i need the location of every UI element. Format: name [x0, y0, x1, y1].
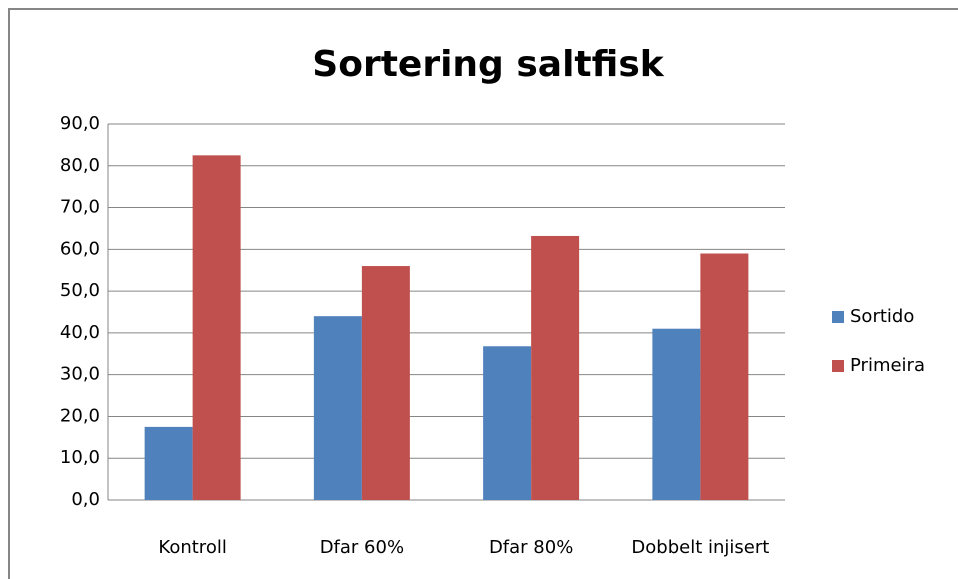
bar	[652, 328, 701, 500]
y-tick-label: 50,0	[60, 280, 100, 301]
bar	[144, 426, 193, 500]
bar	[531, 235, 580, 500]
y-tick-label: 30,0	[60, 364, 100, 385]
x-tick-label: Dfar 80%	[489, 537, 573, 558]
x-tick-label: Dfar 60%	[320, 537, 404, 558]
legend-label: Sortido	[850, 306, 914, 327]
legend-swatch	[832, 311, 844, 323]
legend-swatch	[832, 360, 844, 372]
chart-title: Sortering saltfisk	[312, 44, 664, 85]
bar	[192, 155, 241, 501]
y-tick-label: 10,0	[60, 447, 100, 468]
x-tick-label: Dobbelt injisert	[631, 537, 769, 558]
y-tick-label: 40,0	[60, 322, 100, 343]
x-tick-label: Kontroll	[158, 537, 226, 558]
y-tick-label: 60,0	[60, 238, 100, 259]
y-tick-label: 20,0	[60, 405, 100, 426]
bar	[313, 316, 362, 500]
legend-label: Primeira	[850, 355, 925, 376]
y-tick-label: 80,0	[60, 155, 100, 176]
y-tick-label: 0,0	[71, 489, 100, 510]
bar	[361, 266, 410, 500]
bar	[700, 253, 749, 500]
y-tick-label: 70,0	[60, 197, 100, 218]
y-tick-label: 90,0	[60, 113, 100, 134]
bar	[483, 346, 532, 500]
